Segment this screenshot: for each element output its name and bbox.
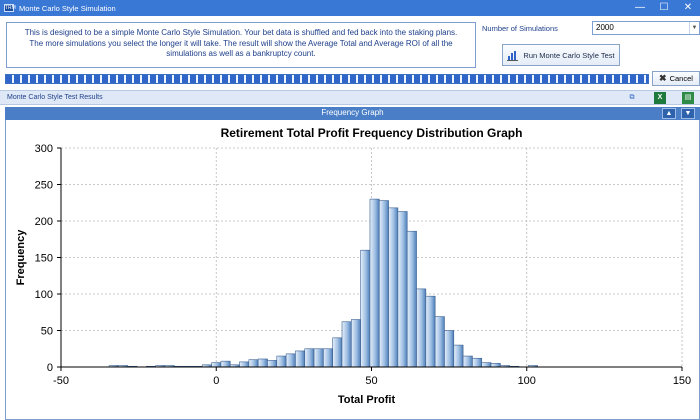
histogram-bar (295, 350, 306, 368)
title-bar: TRM Monte Carlo Style Simulation — ☐ ✕ (0, 0, 700, 16)
histogram-bar (378, 200, 389, 368)
simulations-select[interactable]: 2000 ▼ (592, 21, 700, 35)
y-tick-label: 0 (47, 362, 53, 374)
x-tick-label: 150 (673, 375, 691, 387)
results-title: Monte Carlo Style Test Results (7, 94, 103, 101)
x-tick-label: 100 (518, 375, 536, 387)
x-axis-label: Total Profit (338, 394, 396, 406)
y-tick-label: 200 (35, 216, 53, 228)
window-title: Monte Carlo Style Simulation (19, 3, 116, 13)
bar-chart-icon (507, 50, 519, 61)
chart-frame: Retirement Total Profit Frequency Distri… (5, 120, 700, 420)
app-icon: TRM (4, 4, 16, 12)
close-button[interactable]: ✕ (683, 2, 693, 13)
histogram-bar (323, 348, 333, 368)
minimize-button[interactable]: — (635, 2, 645, 13)
histogram-bar (369, 198, 380, 368)
histogram-bar (388, 207, 399, 368)
results-bar: Monte Carlo Style Test Results ⧉ X ▤ (0, 90, 700, 105)
y-tick-label: 300 (35, 143, 53, 155)
x-tick-label: 50 (365, 375, 377, 387)
histogram-bar (425, 295, 436, 368)
histogram-bar (248, 359, 259, 368)
histogram-bar (332, 337, 343, 368)
simulations-label: Number of Simulations (482, 24, 558, 33)
histogram-bar (341, 321, 352, 368)
graph-panel-title: Frequency Graph (321, 108, 384, 117)
chevron-down-icon[interactable]: ▼ (689, 22, 699, 34)
y-tick-label: 50 (41, 326, 53, 338)
cancel-label: Cancel (669, 74, 693, 83)
x-tick-label: 0 (213, 375, 219, 387)
y-tick-label: 250 (35, 180, 53, 192)
y-tick-label: 100 (35, 289, 53, 301)
chart-title: Retirement Total Profit Frequency Distri… (221, 126, 523, 140)
histogram-bar (239, 361, 250, 368)
description-box: This is designed to be a simple Monte Ca… (6, 22, 476, 68)
histogram-bar (462, 355, 473, 368)
cancel-button[interactable]: ✖ Cancel (652, 71, 700, 86)
histogram-bar (397, 211, 408, 368)
y-axis-label: Frequency (15, 229, 27, 286)
collapse-button[interactable]: ▲ (662, 108, 676, 119)
histogram-bar (472, 357, 483, 368)
histogram-bar (416, 288, 427, 368)
histogram-bar (313, 348, 324, 368)
y-tick-label: 150 (35, 253, 53, 265)
export-icon[interactable]: ▤ (682, 92, 694, 104)
histogram-bar (285, 353, 296, 368)
histogram-bar (481, 362, 492, 368)
histogram-bar (444, 330, 455, 368)
copy-icon[interactable]: ⧉ (629, 94, 635, 101)
histogram-bar (304, 348, 315, 368)
x-tick-label: -50 (53, 375, 69, 387)
excel-icon[interactable]: X (654, 92, 666, 104)
expand-button[interactable]: ▼ (681, 108, 695, 119)
histogram-bar (434, 316, 445, 368)
histogram-bar (360, 249, 371, 368)
progress-bar (5, 74, 649, 84)
graph-panel-header: Frequency Graph ▲ ▼ (5, 107, 700, 120)
histogram-bar (211, 362, 222, 368)
histogram-bar (276, 355, 287, 368)
close-icon: ✖ (659, 73, 667, 83)
histogram-bar (406, 230, 417, 368)
frequency-chart: Retirement Total Profit Frequency Distri… (15, 126, 691, 406)
run-monte-carlo-button[interactable]: Run Monte Carlo Style Test (502, 44, 620, 66)
histogram-bar (267, 360, 278, 368)
maximize-button[interactable]: ☐ (659, 2, 669, 13)
run-button-label: Run Monte Carlo Style Test (523, 50, 615, 60)
histogram-bar (220, 360, 231, 368)
simulations-value: 2000 (596, 23, 614, 32)
histogram-bar (490, 363, 501, 368)
histogram-bar (257, 358, 268, 368)
histogram-bar (351, 319, 361, 368)
histogram-bar (453, 344, 464, 368)
